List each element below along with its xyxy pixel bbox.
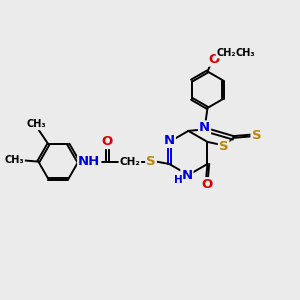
- Text: O: O: [201, 178, 212, 191]
- Text: O: O: [208, 52, 220, 66]
- Text: CH₃: CH₃: [26, 119, 46, 129]
- Text: S: S: [219, 140, 229, 153]
- Text: NH: NH: [78, 155, 100, 168]
- Text: CH₃: CH₃: [236, 48, 255, 58]
- Text: O: O: [102, 135, 113, 148]
- Text: N: N: [164, 134, 175, 147]
- Text: S: S: [146, 155, 156, 168]
- Text: CH₃: CH₃: [4, 155, 24, 165]
- Text: CH₂: CH₂: [119, 157, 140, 166]
- Text: CH₂: CH₂: [217, 48, 236, 58]
- Text: N: N: [181, 169, 193, 182]
- Text: S: S: [251, 129, 261, 142]
- Text: N: N: [199, 122, 210, 134]
- Text: H: H: [174, 175, 182, 185]
